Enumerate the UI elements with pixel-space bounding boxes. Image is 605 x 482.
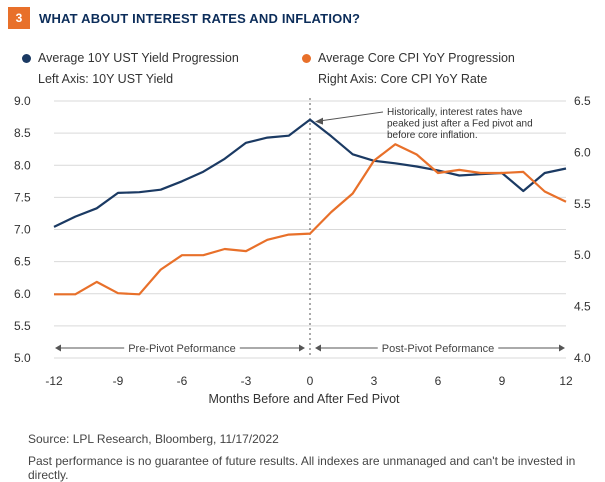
y-left-tick-label: 5.0 — [14, 351, 31, 365]
x-tick-label: 12 — [559, 374, 573, 388]
y-left-tick-label: 9.0 — [14, 94, 31, 108]
post-pivot-label: Post-Pivot Peformance — [382, 343, 495, 355]
y-left-tick-label: 7.5 — [14, 190, 31, 204]
y-left-tick-label: 8.0 — [14, 158, 31, 172]
y-left-tick-label: 6.5 — [14, 255, 31, 269]
y-left-tick-label: 8.5 — [14, 126, 31, 140]
annotation-text-line: before core inflation. — [387, 130, 478, 141]
pre-region-arrow-left-icon — [55, 345, 61, 352]
x-tick-label: -6 — [177, 374, 188, 388]
y-left-tick-label: 6.0 — [14, 287, 31, 301]
y-left-tick-label: 7.0 — [14, 223, 31, 237]
x-tick-label: 9 — [499, 374, 506, 388]
y-left-tick-label: 5.5 — [14, 319, 31, 333]
post-region-arrow-right-icon — [559, 345, 565, 352]
y-right-tick-label: 5.0 — [574, 248, 591, 262]
annotation-text-line: Historically, interest rates have — [387, 107, 523, 118]
post-region-arrow-left-icon — [315, 345, 321, 352]
x-tick-label: -9 — [113, 374, 124, 388]
y-right-tick-label: 4.5 — [574, 300, 591, 314]
annotation-arrow-line — [322, 112, 383, 121]
x-tick-label: 0 — [307, 374, 314, 388]
pre-region-arrow-right-icon — [299, 345, 305, 352]
y-right-tick-label: 6.5 — [574, 94, 591, 108]
x-tick-label: 6 — [435, 374, 442, 388]
x-tick-label: -12 — [45, 374, 63, 388]
y-right-tick-label: 5.5 — [574, 197, 591, 211]
annotation-text-line: peaked just after a Fed pivot and — [387, 119, 533, 130]
y-right-tick-label: 4.0 — [574, 351, 591, 365]
x-axis-label: Months Before and After Fed Pivot — [208, 392, 400, 406]
x-tick-label: 3 — [371, 374, 378, 388]
y-right-tick-label: 6.0 — [574, 145, 591, 159]
x-tick-label: -3 — [241, 374, 252, 388]
disclaimer-note: Past performance is no guarantee of futu… — [28, 454, 605, 482]
source-note: Source: LPL Research, Bloomberg, 11/17/2… — [28, 432, 279, 446]
pre-pivot-label: Pre-Pivot Peformance — [128, 343, 236, 355]
